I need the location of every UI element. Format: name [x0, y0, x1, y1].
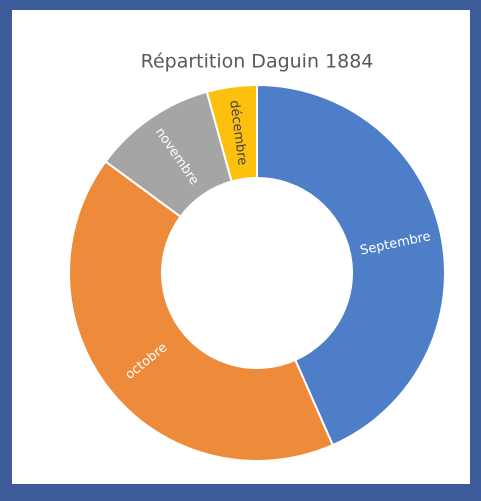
- donut-segment: [205, 83, 258, 183]
- donut-segment: [68, 160, 335, 462]
- donut-segment: [256, 83, 446, 447]
- chart-title: Répartition Daguin 1884: [141, 51, 374, 73]
